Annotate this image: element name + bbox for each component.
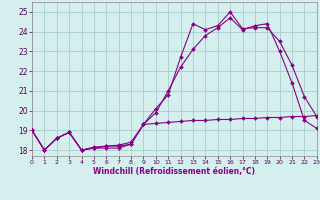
X-axis label: Windchill (Refroidissement éolien,°C): Windchill (Refroidissement éolien,°C) xyxy=(93,167,255,176)
